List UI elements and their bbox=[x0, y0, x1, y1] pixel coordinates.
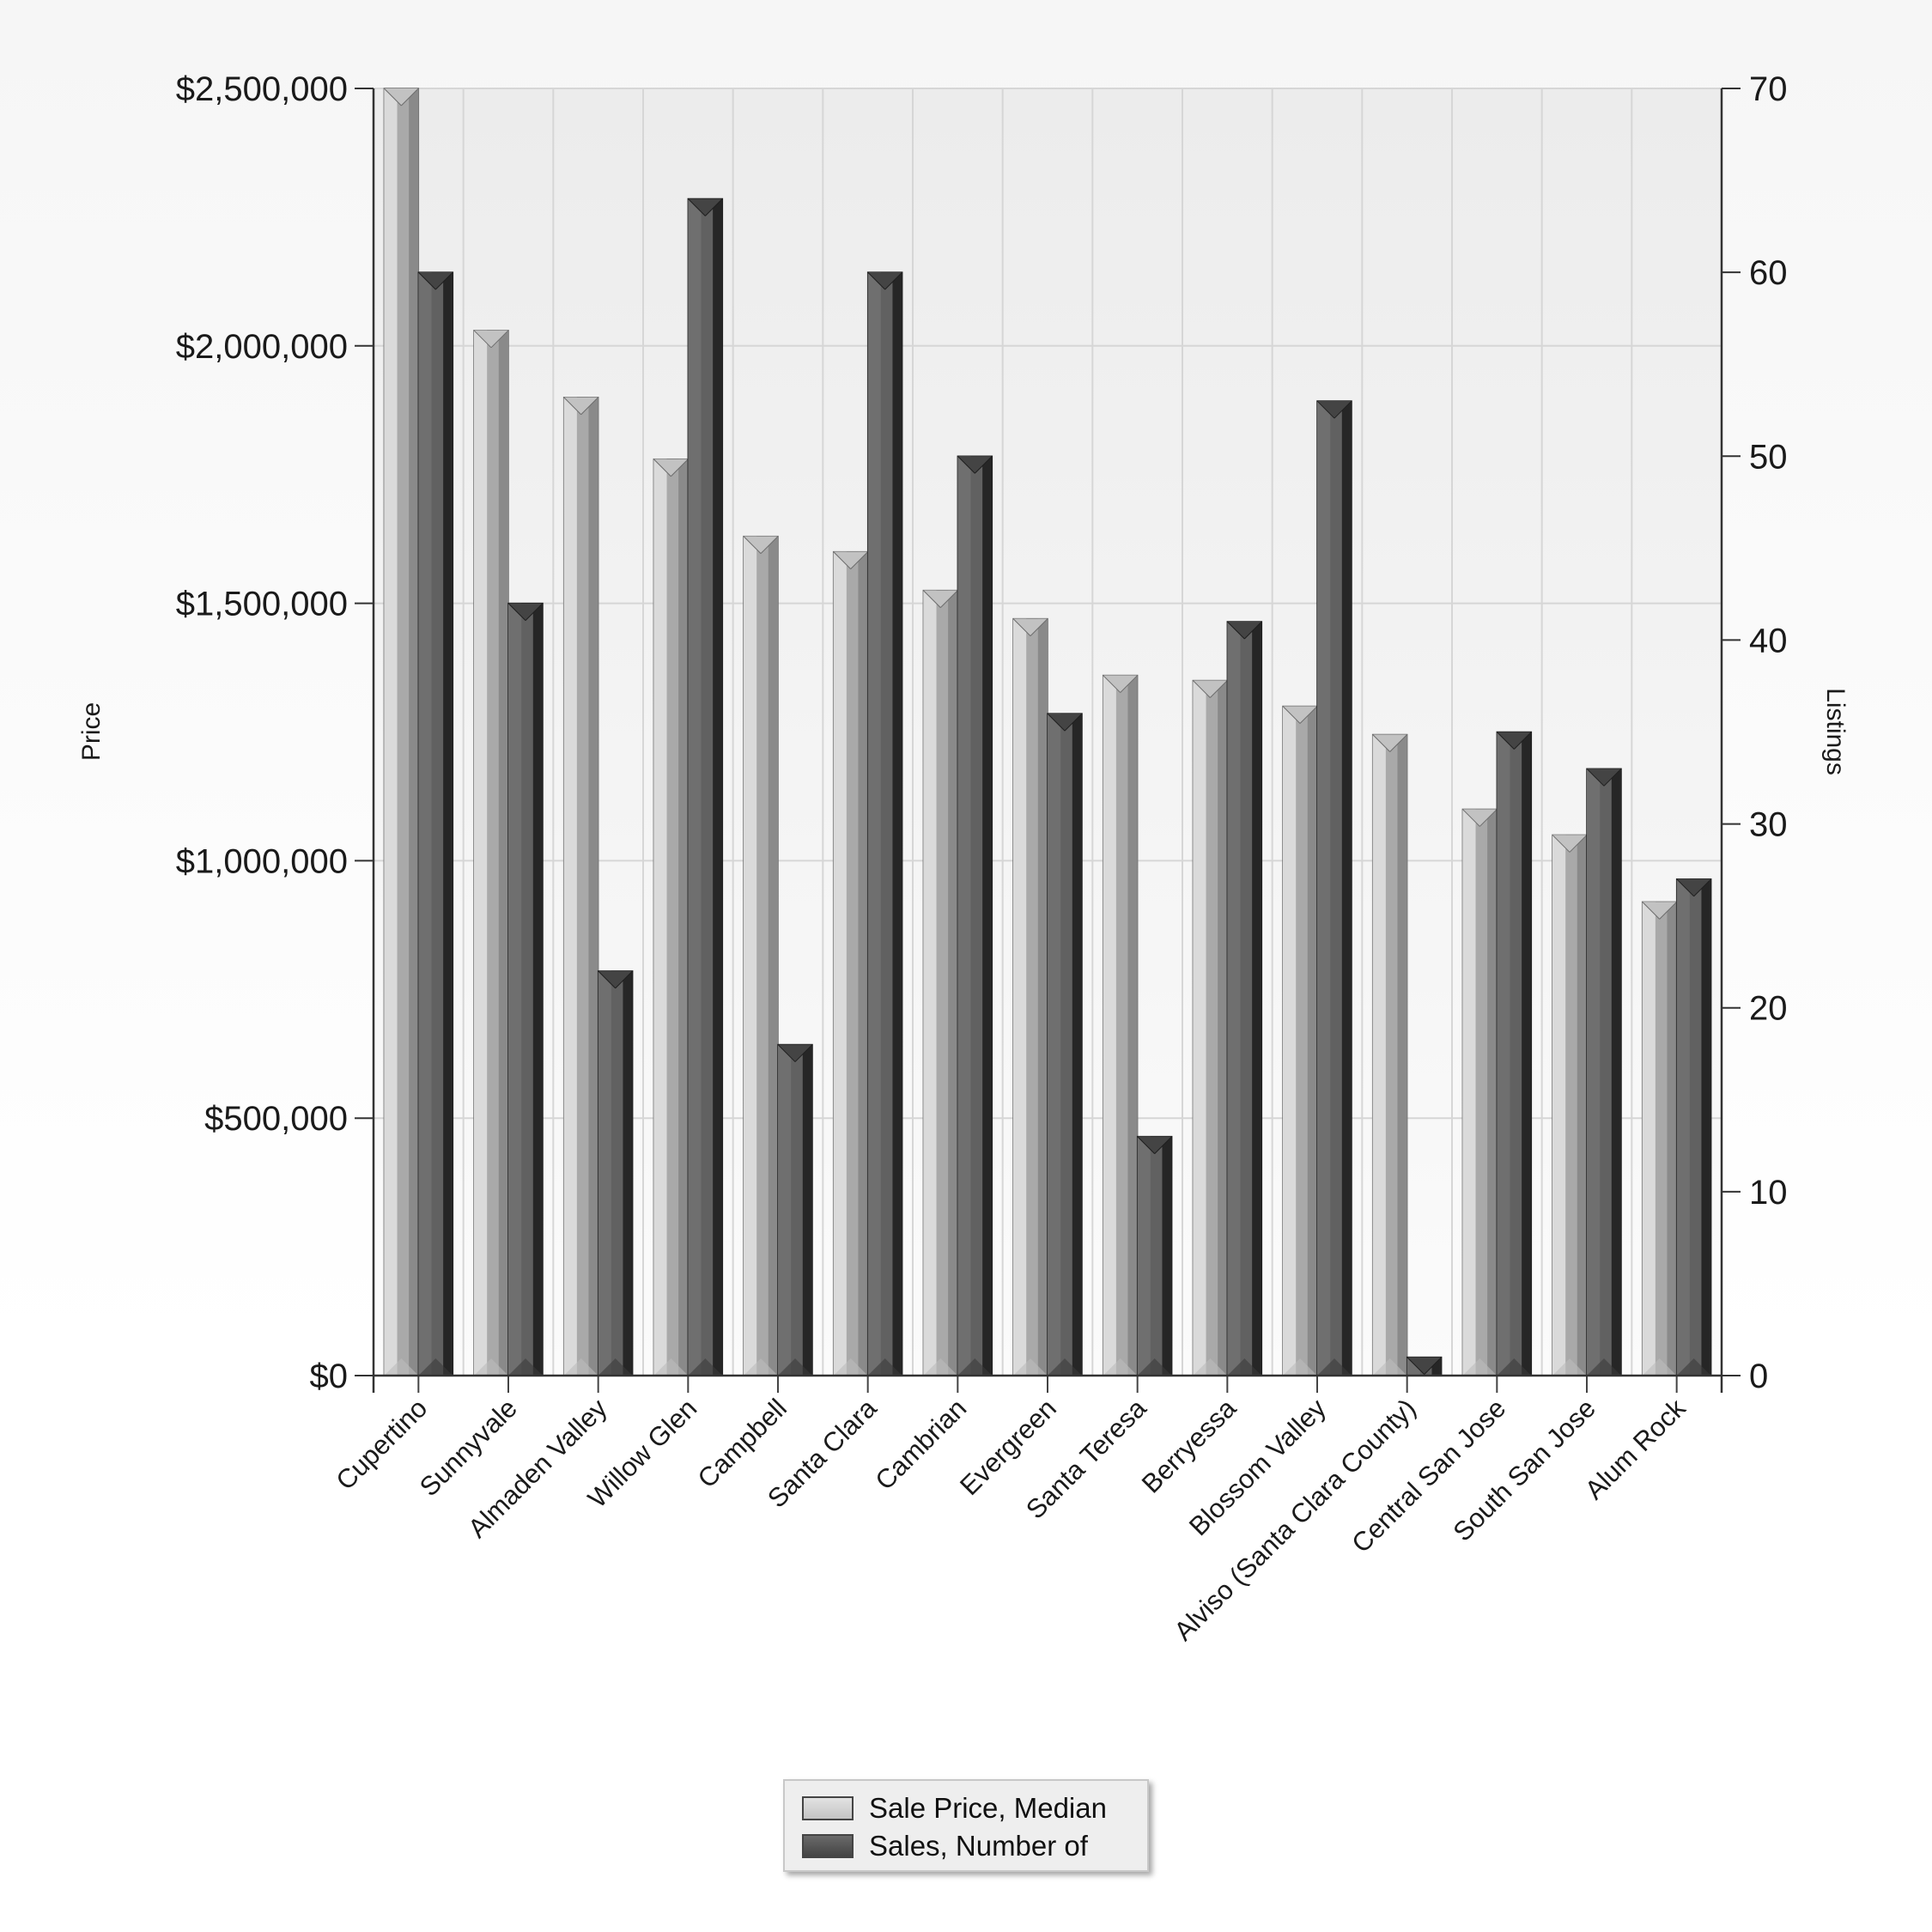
bar-sales-count bbox=[1047, 713, 1083, 1376]
y2-tick-label: 30 bbox=[1749, 806, 1788, 844]
bar-sale-price bbox=[1371, 733, 1408, 1376]
bar-sales-count bbox=[1226, 621, 1263, 1376]
bar-sale-price bbox=[1012, 617, 1048, 1376]
y-tick-label: $500,000 bbox=[204, 1100, 348, 1138]
y2-tick-label: 20 bbox=[1749, 990, 1788, 1028]
bar-sales-count bbox=[1406, 1356, 1443, 1376]
legend-item-sales-count: Sales, Number of bbox=[802, 1829, 1088, 1863]
legend-item-sale-price: Sale Price, Median bbox=[802, 1791, 1107, 1826]
legend-swatch-sale-price bbox=[802, 1796, 854, 1820]
y-tick-label: $2,000,000 bbox=[176, 328, 348, 366]
bar-sales-count bbox=[597, 970, 634, 1376]
y2-tick-label: 0 bbox=[1749, 1358, 1768, 1395]
y-tick-label: $0 bbox=[310, 1358, 349, 1395]
y2-tick-label: 40 bbox=[1749, 622, 1788, 659]
bar-sales-count bbox=[1136, 1135, 1173, 1376]
y-axis-title: Price bbox=[77, 702, 106, 761]
y2-tick-label: 70 bbox=[1749, 70, 1788, 108]
bar-sales-count bbox=[866, 271, 903, 1376]
bar-sale-price bbox=[743, 535, 779, 1376]
y2-tick-label: 50 bbox=[1749, 438, 1788, 476]
bar-sale-price bbox=[1192, 679, 1229, 1376]
bar-sale-price bbox=[1641, 901, 1678, 1376]
bar-sale-price bbox=[1552, 834, 1588, 1376]
bar-sale-price bbox=[1282, 705, 1318, 1376]
y2-tick-label: 60 bbox=[1749, 254, 1788, 292]
bar-sales-count bbox=[507, 602, 544, 1376]
bar-sales-count bbox=[1675, 878, 1712, 1376]
axes bbox=[355, 88, 1741, 1393]
bar-sale-price bbox=[1102, 674, 1139, 1376]
bars bbox=[383, 88, 1712, 1376]
legend-label-sales-count: Sales, Number of bbox=[869, 1830, 1088, 1862]
y2-tick-label: 10 bbox=[1749, 1174, 1788, 1212]
bar-sale-price bbox=[562, 397, 599, 1376]
bar-sale-price bbox=[473, 330, 509, 1376]
bar-sale-price bbox=[922, 589, 959, 1376]
bar-sales-count bbox=[1316, 400, 1352, 1376]
bar-sales-count bbox=[417, 271, 454, 1376]
bar-sale-price bbox=[1461, 808, 1498, 1376]
bar-sales-count bbox=[777, 1043, 813, 1376]
bar-sale-price bbox=[653, 458, 690, 1376]
bar-sales-count bbox=[1586, 768, 1622, 1376]
bar-sale-price bbox=[383, 88, 420, 1376]
legend-label-sale-price: Sale Price, Median bbox=[869, 1792, 1107, 1824]
bar-sale-price bbox=[832, 550, 869, 1376]
legend-swatch-sales-count bbox=[802, 1834, 854, 1858]
bar-sales-count bbox=[687, 197, 724, 1376]
y-tick-label: $1,000,000 bbox=[176, 842, 348, 880]
bar-sales-count bbox=[1496, 731, 1533, 1376]
legend: Sale Price, Median Sales, Number of bbox=[783, 1779, 1149, 1872]
y2-axis-title: Listings bbox=[1821, 688, 1850, 775]
y-tick-label: $2,500,000 bbox=[176, 70, 348, 108]
x-tick-label: Central San Jose bbox=[1346, 1393, 1511, 1558]
y-tick-label: $1,500,000 bbox=[176, 586, 348, 623]
bar-sales-count bbox=[957, 455, 993, 1376]
